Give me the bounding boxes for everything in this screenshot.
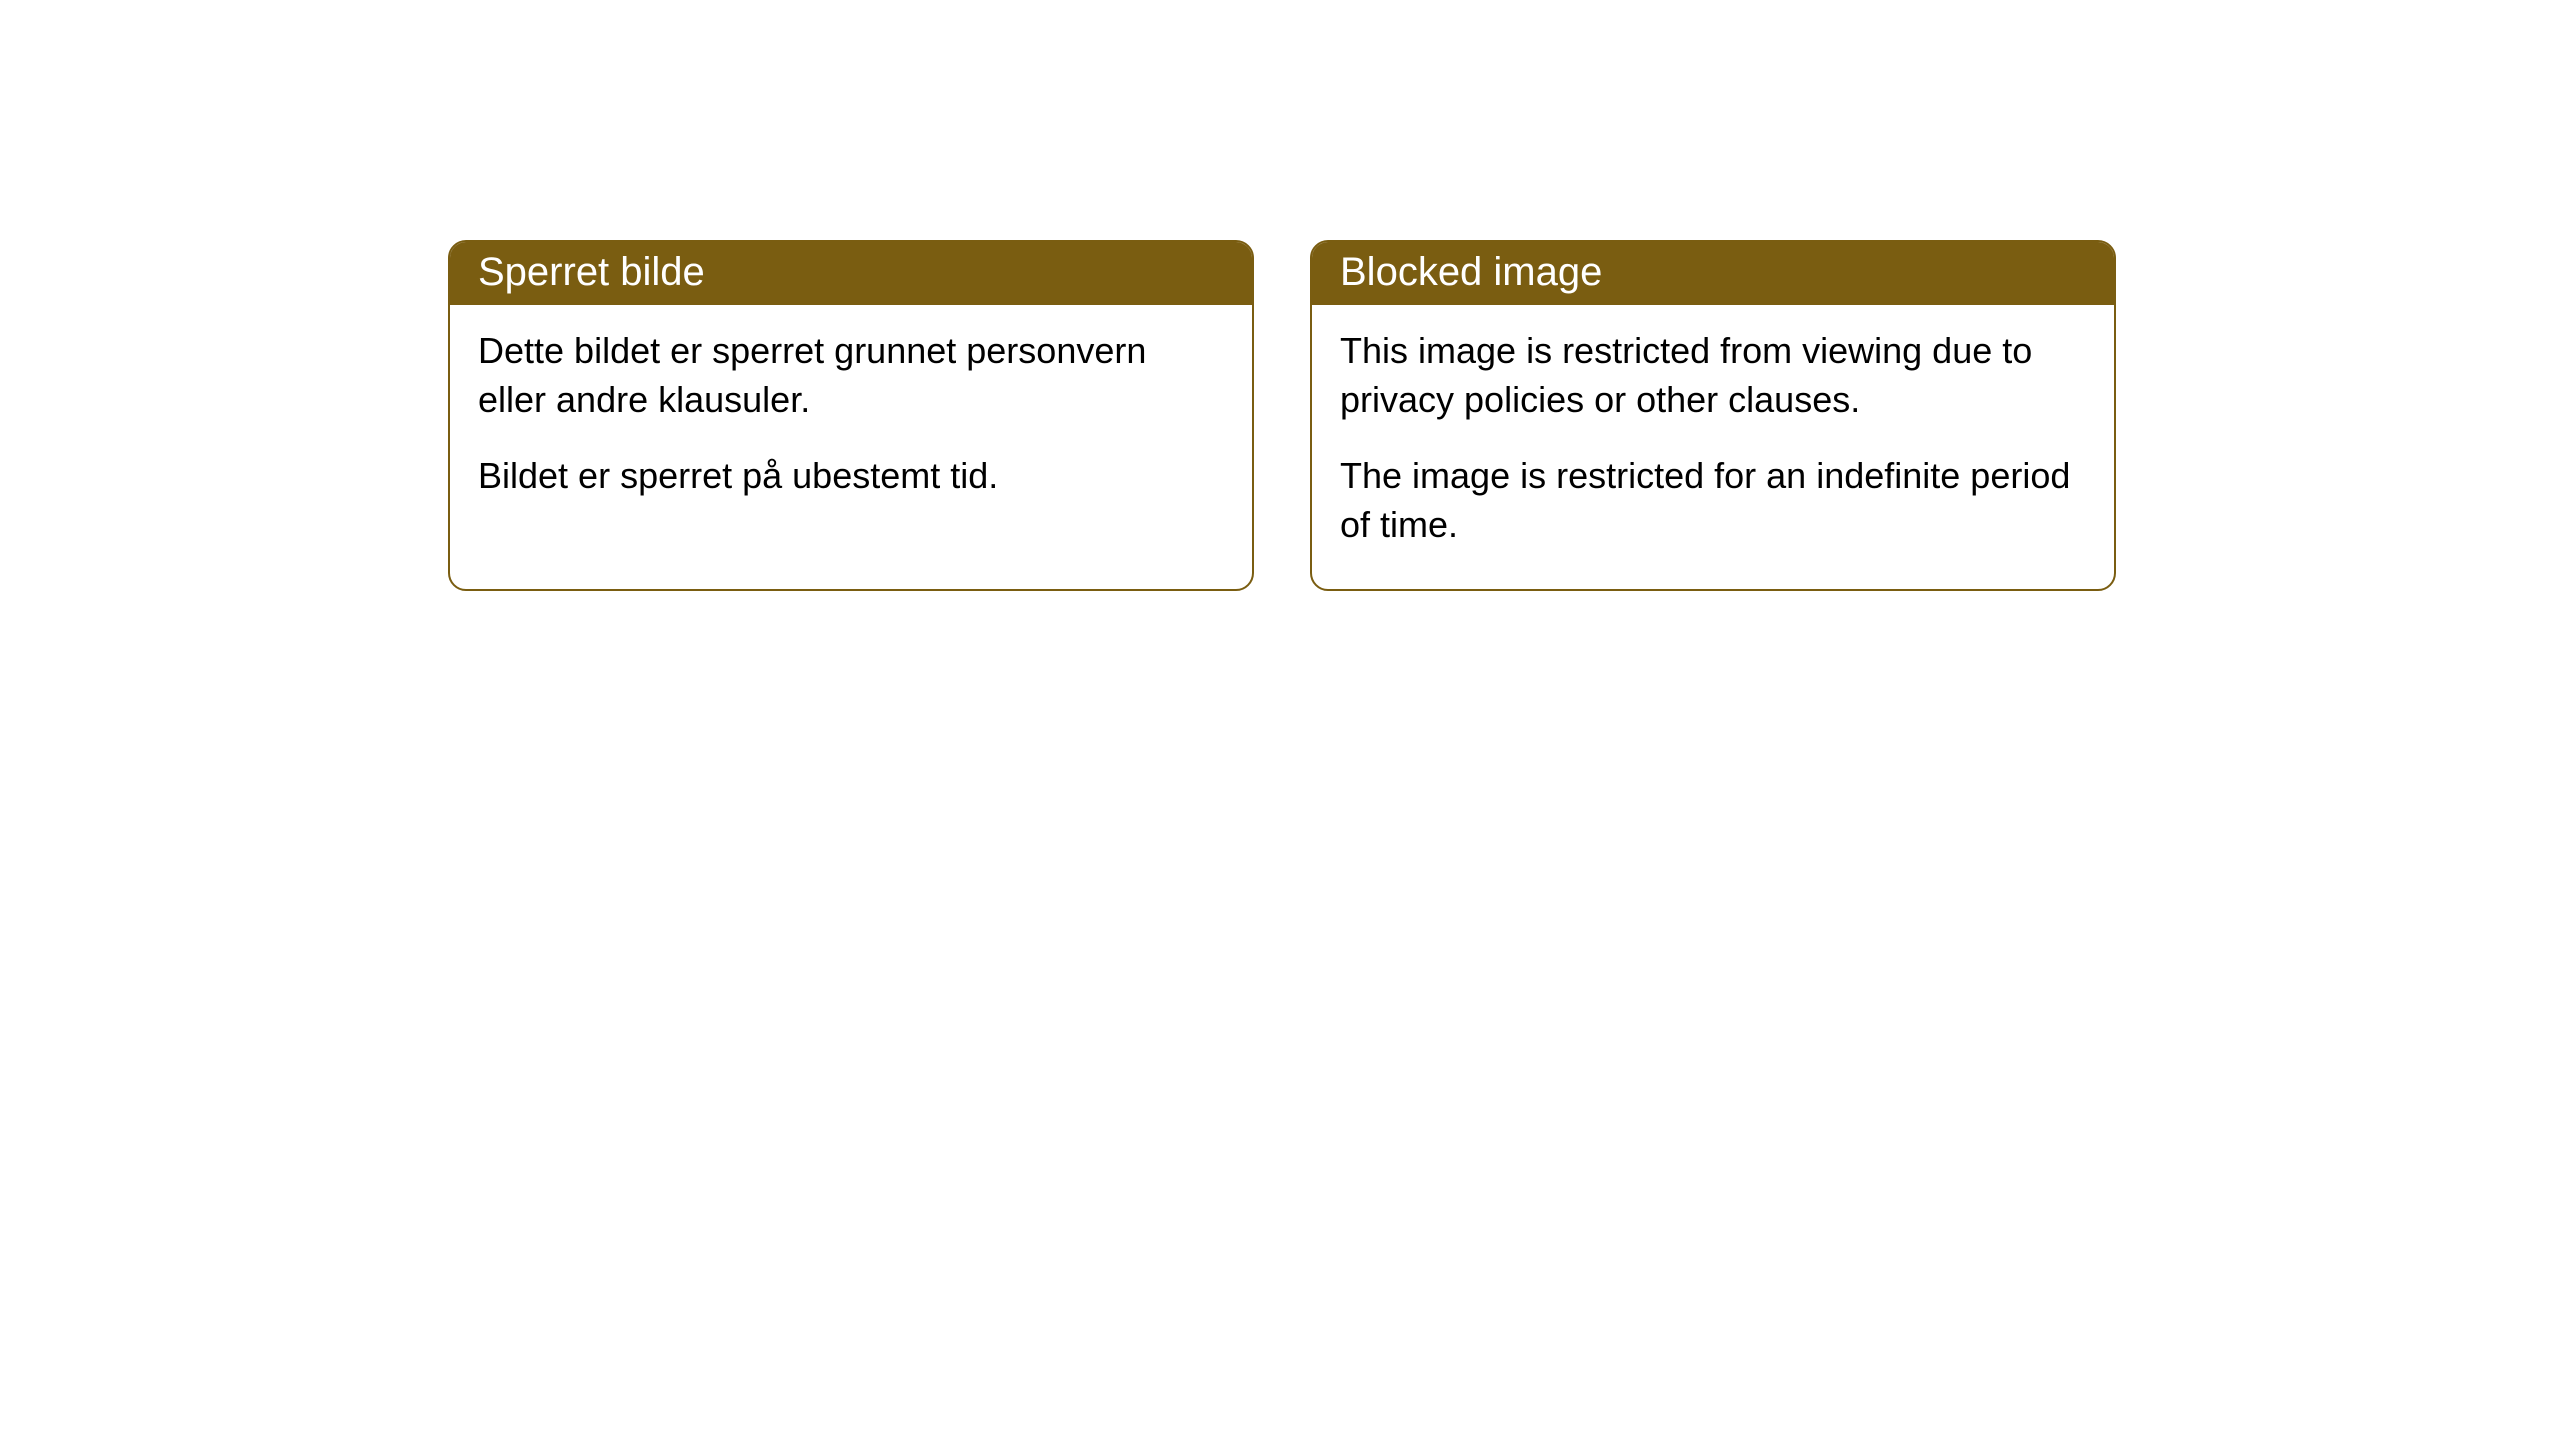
card-para1-norwegian: Dette bildet er sperret grunnet personve… [478, 327, 1224, 424]
card-body-norwegian: Dette bildet er sperret grunnet personve… [450, 305, 1252, 541]
card-header-norwegian: Sperret bilde [450, 242, 1252, 305]
card-header-english: Blocked image [1312, 242, 2114, 305]
card-para2-norwegian: Bildet er sperret på ubestemt tid. [478, 452, 1224, 501]
card-body-english: This image is restricted from viewing du… [1312, 305, 2114, 589]
card-para1-english: This image is restricted from viewing du… [1340, 327, 2086, 424]
card-norwegian: Sperret bilde Dette bildet er sperret gr… [448, 240, 1254, 591]
cards-container: Sperret bilde Dette bildet er sperret gr… [448, 240, 2116, 591]
card-english: Blocked image This image is restricted f… [1310, 240, 2116, 591]
card-para2-english: The image is restricted for an indefinit… [1340, 452, 2086, 549]
